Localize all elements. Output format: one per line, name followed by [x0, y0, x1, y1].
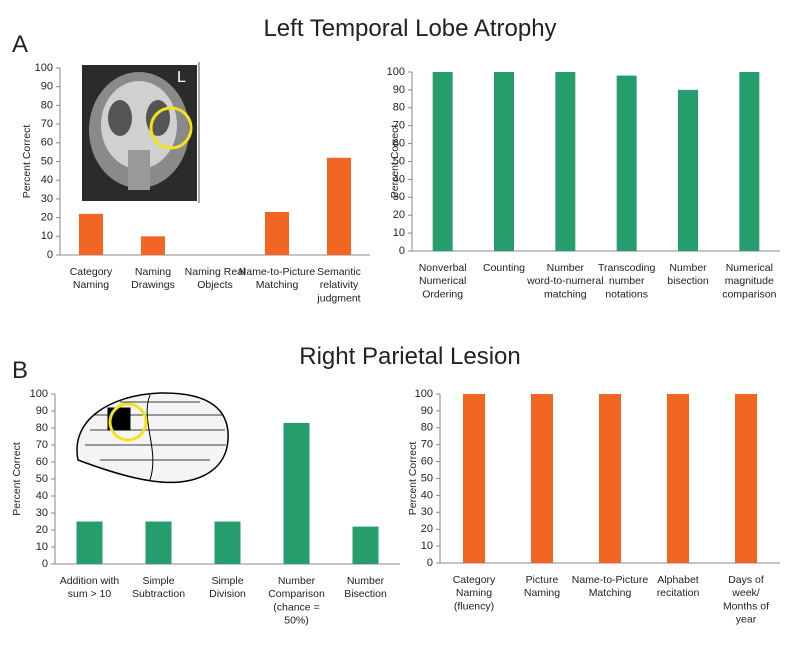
y-tick-label: 50 [421, 472, 433, 484]
bar [667, 394, 689, 563]
y-tick-label: 80 [36, 422, 48, 434]
y-axis-label: Percent Correct [389, 125, 401, 199]
y-tick-label: 40 [421, 489, 433, 501]
bar [616, 75, 637, 251]
x-tick-label: Days of week/Months of year [723, 574, 769, 625]
x-tick-label: Nonverbal Numerical Ordering [419, 262, 467, 300]
y-tick-label: 0 [399, 245, 405, 257]
y-tick-label: 100 [30, 388, 48, 400]
y-tick-label: 10 [41, 230, 53, 242]
bar [265, 211, 289, 255]
y-tick-label: 60 [36, 456, 48, 468]
y-tick-label: 30 [36, 507, 48, 519]
y-tick-label: 90 [393, 84, 405, 96]
y-tick-label: 40 [41, 174, 53, 186]
panel-letter: B [12, 357, 28, 384]
x-tick-label: Number Bisection [344, 575, 387, 600]
bar [141, 236, 165, 255]
y-tick-label: 90 [421, 405, 433, 417]
y-tick-label: 70 [36, 439, 48, 451]
x-tick-label: Category Naming (fluency) [453, 574, 496, 612]
y-tick-label: 100 [35, 62, 53, 74]
y-tick-label: 30 [393, 191, 405, 203]
y-tick-label: 80 [421, 422, 433, 434]
y-tick-label: 40 [36, 490, 48, 502]
panel-letter: A [12, 31, 28, 58]
y-tick-label: 80 [41, 99, 53, 111]
y-tick-label: 30 [421, 506, 433, 518]
y-tick-label: 70 [421, 439, 433, 451]
panel-title: Left Temporal Lobe Atrophy [263, 15, 556, 42]
x-tick-label: Semantic relativity judgment [316, 266, 360, 304]
y-axis-label: Percent Correct [407, 442, 419, 516]
x-tick-label: Number Comparison (chance = 50%) [268, 575, 325, 626]
x-tick-label: Naming Real Objects [185, 266, 246, 291]
inset-label: L [177, 69, 186, 86]
y-tick-label: 20 [421, 523, 433, 535]
panel-title: Right Parietal Lesion [299, 343, 520, 370]
bar [352, 526, 379, 564]
bar [76, 521, 103, 564]
y-tick-label: 0 [427, 557, 433, 569]
y-tick-label: 30 [41, 193, 53, 205]
brain-sketch [76, 392, 229, 484]
x-tick-label: Transcoding number notations [598, 262, 656, 300]
bar [678, 89, 698, 252]
bar [739, 72, 760, 251]
x-tick-label: Simple Subtraction [132, 575, 185, 600]
bar [145, 521, 172, 564]
bar [555, 72, 576, 251]
y-axis-label: Percent Correct [21, 125, 33, 199]
y-tick-label: 80 [393, 102, 405, 114]
y-tick-label: 50 [393, 155, 405, 167]
y-tick-label: 10 [36, 541, 48, 553]
x-tick-label: Name-to-Picture Matching [572, 574, 649, 599]
bar [283, 422, 310, 564]
bar [432, 72, 453, 251]
y-axis-label: Percent Correct [11, 442, 23, 516]
y-tick-label: 90 [36, 405, 48, 417]
x-tick-label: Category Naming [70, 266, 113, 291]
y-tick-label: 0 [42, 558, 48, 570]
x-tick-label: Name-to-Picture Matching [239, 266, 316, 291]
y-tick-label: 40 [393, 173, 405, 185]
y-tick-label: 70 [393, 120, 405, 132]
bar [531, 394, 553, 563]
y-tick-label: 90 [41, 81, 53, 93]
bar [327, 157, 351, 255]
y-tick-label: 50 [36, 473, 48, 485]
bar [214, 521, 241, 564]
x-tick-label: Simple Division [209, 575, 246, 600]
bar [463, 394, 485, 563]
y-tick-label: 100 [415, 388, 433, 400]
y-tick-label: 0 [47, 249, 53, 261]
x-tick-label: Numerical magnitude comparison [722, 262, 776, 300]
y-tick-label: 20 [41, 212, 53, 224]
bar [599, 394, 621, 563]
x-tick-label: Picture Naming [524, 574, 560, 599]
y-tick-label: 10 [393, 227, 405, 239]
x-tick-label: Naming Drawings [131, 266, 175, 291]
x-tick-label: Number bisection [667, 262, 709, 287]
y-tick-label: 20 [393, 209, 405, 221]
y-tick-label: 100 [387, 66, 405, 78]
y-tick-label: 60 [421, 456, 433, 468]
bar [79, 213, 103, 255]
y-tick-label: 70 [41, 118, 53, 130]
y-tick-label: 60 [41, 137, 53, 149]
x-tick-label: Addition with sum > 10 [60, 575, 120, 600]
y-tick-label: 10 [421, 540, 433, 552]
y-tick-label: 50 [41, 155, 53, 167]
bar [735, 394, 757, 563]
x-tick-label: Number word-to-numeral matching [526, 262, 603, 300]
x-tick-label: Alphabet recitation [657, 574, 700, 599]
mri-inset [82, 62, 200, 203]
y-tick-label: 20 [36, 524, 48, 536]
y-tick-label: 60 [393, 138, 405, 150]
bar [494, 72, 514, 251]
x-tick-label: Counting [483, 262, 525, 274]
